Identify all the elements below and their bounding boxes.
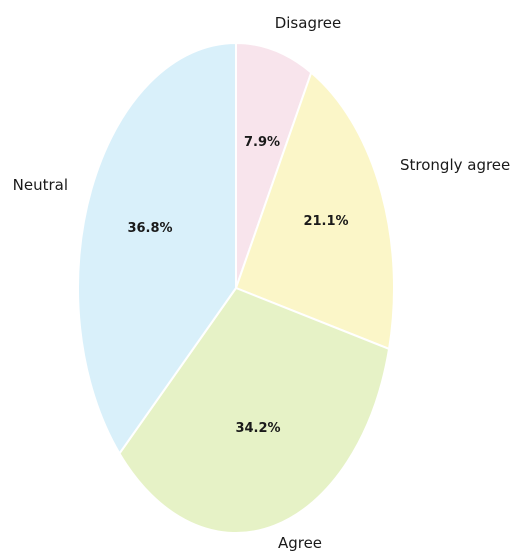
pie-slice-neutral: [76, 41, 237, 456]
slice-label-agree: Agree: [278, 534, 322, 552]
pie-labels: Disagree 7.9% Strongly agree 21.1% Agree 34.2…: [13, 14, 511, 552]
slice-label-neutral: Neutral: [13, 176, 68, 194]
pie-slice-strongly-agree: [234, 70, 395, 351]
slice-label-disagree: Disagree: [275, 14, 342, 32]
slice-percent-strongly-agree: 21.1%: [303, 214, 348, 229]
pie-slice-disagree: [235, 41, 313, 289]
pie-slices: [76, 41, 395, 535]
slice-percent-neutral: 36.8%: [127, 221, 172, 236]
slice-label-strongly-agree: Strongly agree: [400, 156, 510, 174]
pie-slice-agree: [118, 286, 391, 535]
slice-percent-disagree: 7.9%: [244, 135, 280, 150]
slice-percent-agree: 34.2%: [235, 421, 280, 436]
